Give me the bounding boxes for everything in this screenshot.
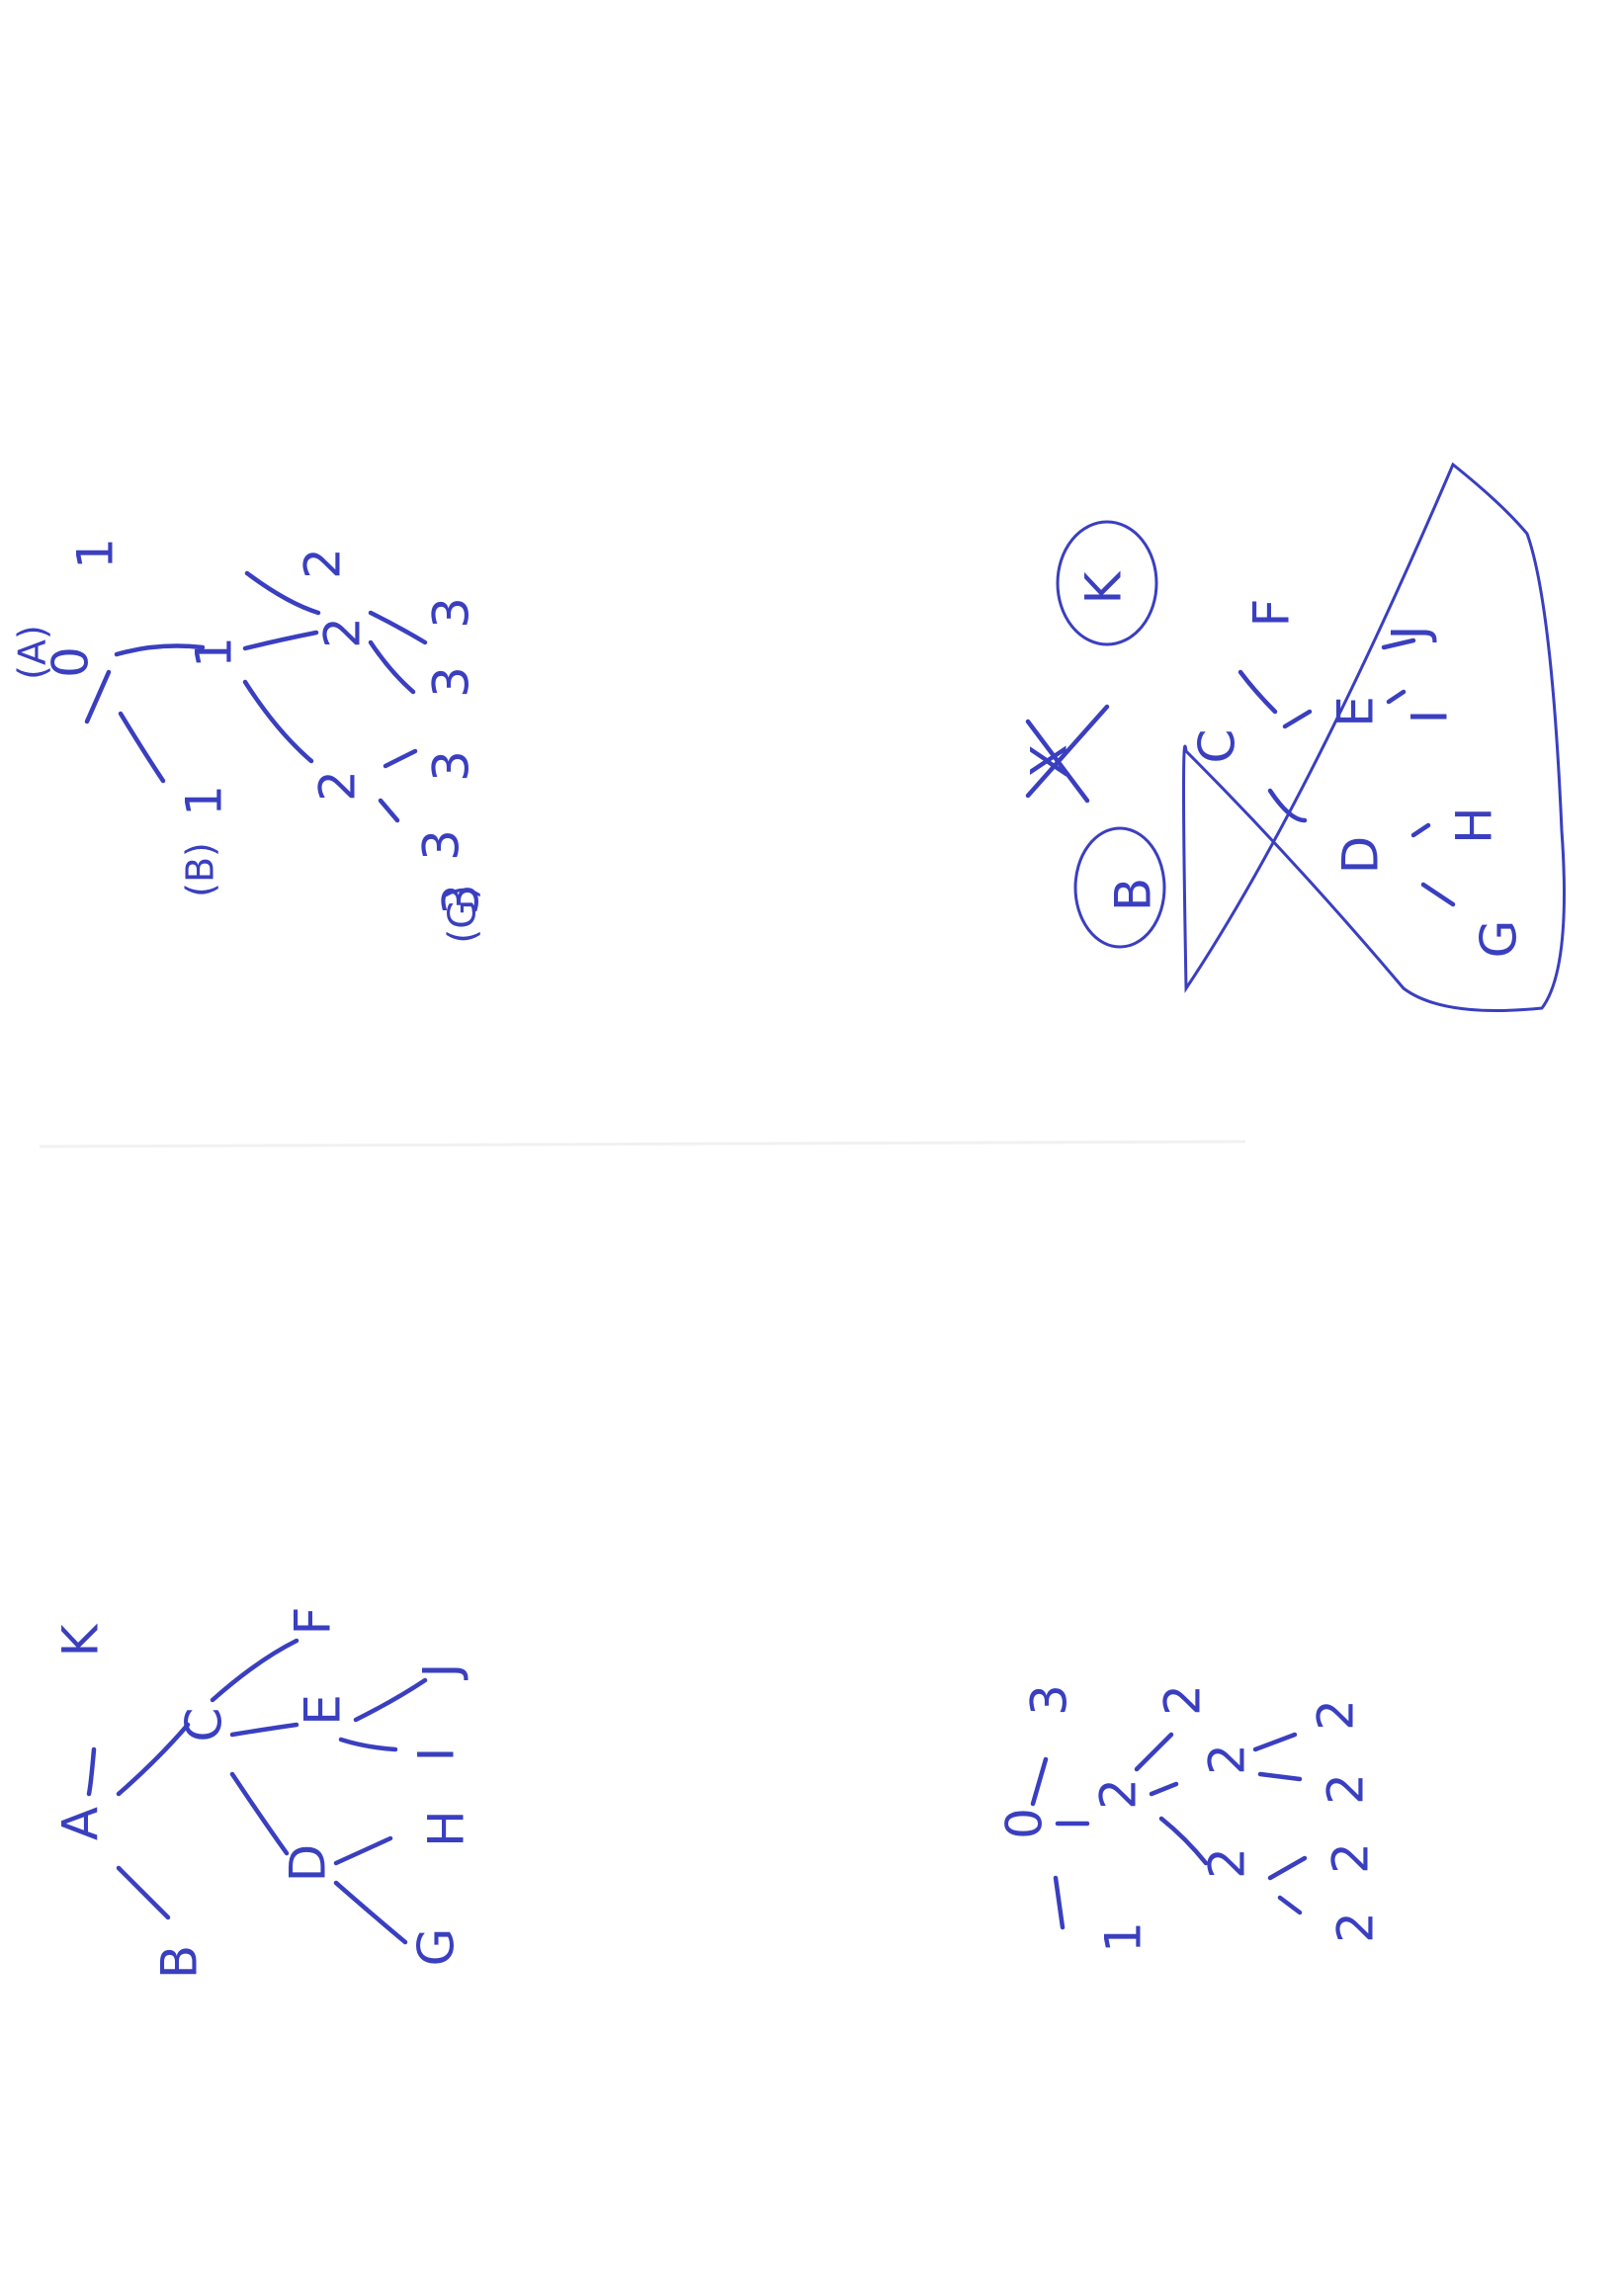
edge-b bbox=[1420, 882, 1456, 907]
node-a-b1: 1 bbox=[176, 785, 233, 816]
edge-a bbox=[242, 630, 319, 651]
node-c-K: K bbox=[52, 1623, 110, 1657]
node-a-r: 0 bbox=[43, 646, 100, 678]
marker-a-2: (G) bbox=[441, 885, 484, 943]
edge-d bbox=[1134, 1732, 1174, 1772]
node-d-m3: 2 bbox=[1199, 1847, 1256, 1879]
edge-a bbox=[118, 711, 166, 784]
node-c-I: I bbox=[408, 1747, 466, 1762]
node-d-m1: 2 bbox=[1154, 1684, 1212, 1716]
edge-c bbox=[338, 1737, 398, 1752]
node-b-G: G bbox=[1471, 920, 1528, 959]
edge-c bbox=[353, 1677, 428, 1723]
node-d-t: 3 bbox=[1021, 1684, 1078, 1716]
edge-a bbox=[244, 570, 321, 616]
marker-a-0: (A) bbox=[11, 625, 54, 680]
node-b-X: X bbox=[1021, 744, 1078, 778]
node-a-m2a: 2 bbox=[295, 548, 352, 579]
node-d-l1: 2 bbox=[1308, 1699, 1365, 1731]
node-b-H: H bbox=[1446, 807, 1503, 844]
node-b-C: C bbox=[1189, 729, 1246, 764]
edge-d bbox=[1252, 1732, 1298, 1752]
node-a-r1: 1 bbox=[67, 538, 125, 569]
cross-out-stroke bbox=[1025, 704, 1110, 799]
edge-d bbox=[1053, 1875, 1066, 1930]
paper-fold-line bbox=[39, 1140, 1246, 1148]
edge-c bbox=[86, 1746, 97, 1797]
edge-c bbox=[229, 1722, 299, 1738]
letter-tree-c: A B K C F E J I D H G bbox=[52, 1607, 475, 1980]
numbered-tree-a: 0 1 1 1 2 2 2 3 3 3 3 3 (A) (B) (G) bbox=[11, 538, 490, 943]
node-b-I: I bbox=[1402, 710, 1459, 724]
node-a-l3: 3 bbox=[423, 750, 480, 782]
node-d-m2: 2 bbox=[1199, 1743, 1256, 1775]
marker-a-1: (B) bbox=[179, 842, 222, 897]
edge-c bbox=[116, 1865, 171, 1920]
node-d-b: 1 bbox=[1095, 1921, 1152, 1953]
node-a-l2: 3 bbox=[423, 666, 480, 698]
enclosure-outline bbox=[1182, 462, 1566, 1012]
node-c-C: C bbox=[176, 1708, 233, 1743]
edge-a bbox=[368, 610, 428, 645]
edge-d bbox=[1149, 1781, 1179, 1797]
edge-a bbox=[114, 643, 206, 657]
edge-c bbox=[116, 1722, 191, 1797]
node-a-m2b: 2 bbox=[314, 617, 372, 648]
node-c-F: F bbox=[285, 1607, 342, 1636]
edge-c bbox=[210, 1638, 299, 1703]
edge-d bbox=[1158, 1816, 1209, 1866]
edge-a bbox=[378, 798, 400, 823]
node-a-m: 1 bbox=[186, 637, 243, 668]
node-d-l3: 2 bbox=[1322, 1842, 1380, 1874]
edge-b bbox=[1267, 788, 1308, 823]
node-c-B: B bbox=[151, 1945, 209, 1979]
edge-b bbox=[1381, 638, 1416, 650]
edge-d bbox=[1030, 1756, 1049, 1807]
edge-d bbox=[1267, 1855, 1308, 1881]
node-a-l5: 3 bbox=[433, 884, 490, 915]
node-a-l1: 3 bbox=[423, 597, 480, 629]
circled-tree-b: B X K C F E J I D H G bbox=[1021, 462, 1566, 1012]
node-c-J: J bbox=[413, 1663, 470, 1681]
node-c-A: A bbox=[52, 1807, 110, 1840]
node-b-B: B bbox=[1105, 878, 1162, 911]
edge-d bbox=[1257, 1771, 1303, 1782]
circle-around-B bbox=[1073, 826, 1166, 949]
node-b-E: E bbox=[1327, 696, 1385, 727]
node-c-H: H bbox=[418, 1810, 475, 1847]
node-c-E: E bbox=[295, 1694, 352, 1726]
node-a-l4: 3 bbox=[413, 829, 470, 861]
node-b-F: F bbox=[1243, 599, 1301, 628]
edge-b bbox=[1237, 669, 1278, 715]
edge-b bbox=[1410, 822, 1431, 838]
node-c-D: D bbox=[280, 1844, 337, 1883]
numbered-tree-d: 0 3 1 2 2 2 2 2 2 2 2 bbox=[996, 1684, 1385, 1953]
edge-c bbox=[333, 1835, 393, 1866]
edge-a bbox=[84, 669, 112, 724]
node-c-G: G bbox=[408, 1928, 466, 1967]
circle-around-K bbox=[1056, 520, 1158, 646]
edge-d bbox=[1277, 1895, 1303, 1915]
edge-b bbox=[1282, 709, 1313, 729]
edge-a bbox=[368, 639, 416, 695]
node-d-r: 0 bbox=[996, 1808, 1054, 1839]
edge-b bbox=[1386, 689, 1407, 705]
node-b-J: J bbox=[1382, 626, 1439, 643]
edge-c bbox=[229, 1771, 290, 1856]
edge-a bbox=[242, 679, 314, 764]
node-a-m2c: 2 bbox=[309, 770, 367, 802]
edge-c bbox=[333, 1880, 408, 1945]
node-d-l4: 2 bbox=[1327, 1912, 1385, 1943]
edge-a bbox=[383, 748, 418, 769]
node-d-m: 2 bbox=[1090, 1778, 1148, 1810]
node-b-D: D bbox=[1332, 836, 1390, 875]
node-d-l2: 2 bbox=[1318, 1773, 1375, 1805]
node-b-K: K bbox=[1075, 570, 1133, 604]
